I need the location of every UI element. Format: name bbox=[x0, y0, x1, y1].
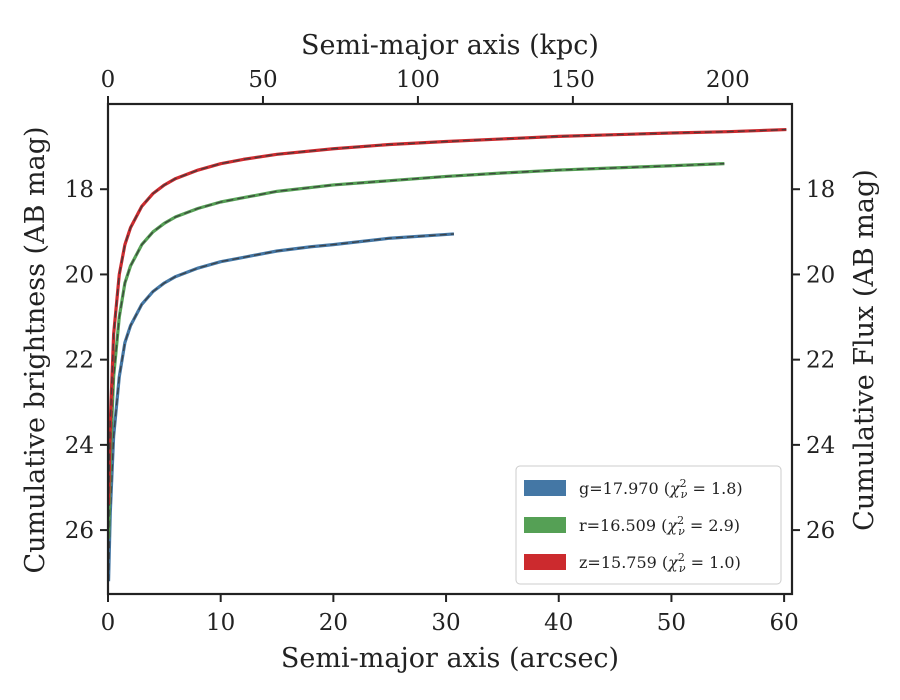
legend-swatch bbox=[524, 480, 566, 496]
legend-swatch bbox=[524, 517, 566, 533]
x-tick-label: 50 bbox=[657, 610, 686, 636]
series-line-model bbox=[107, 233, 454, 582]
x-top-tick-label: 200 bbox=[706, 67, 750, 93]
x-tick-label: 30 bbox=[431, 610, 460, 636]
y-right-axis-title: Cumulative Flux (AB mag) bbox=[849, 169, 880, 531]
x-tick-label: 10 bbox=[206, 610, 235, 636]
x-top-tick-label: 100 bbox=[396, 67, 440, 93]
y-right-tick-label: 26 bbox=[806, 518, 835, 544]
y-right-tick-label: 22 bbox=[806, 348, 835, 374]
series-line bbox=[106, 232, 455, 582]
y-tick-label: 22 bbox=[65, 348, 94, 374]
x-top-tick-label: 50 bbox=[248, 67, 277, 93]
x-tick-label: 20 bbox=[319, 610, 348, 636]
legend-swatch bbox=[524, 554, 566, 570]
series-lines bbox=[106, 127, 787, 582]
y-axis-title: Cumulative brightness (AB mag) bbox=[20, 126, 51, 573]
legend-item: z=15.759 (χ2 ν = 1.0) bbox=[524, 551, 741, 575]
series-line-model bbox=[107, 162, 725, 539]
x-top-tick-label: 0 bbox=[101, 67, 116, 93]
x-top-axis-title: Semi-major axis (kpc) bbox=[301, 30, 599, 61]
y-right-tick-label: 24 bbox=[806, 433, 835, 459]
y-tick-label: 20 bbox=[65, 262, 94, 288]
series-line bbox=[106, 127, 787, 505]
legend-label: g=17.970 (χ2 ν = 1.8) bbox=[579, 477, 743, 501]
axis-ticks: 0 10 20 30 40 50 60 0 50 100 150 200 18 18 20 20 22 22 24 2… bbox=[65, 67, 836, 636]
legend-label: r=16.509 (χ2 ν = 2.9) bbox=[579, 514, 740, 538]
x-top-tick-label: 150 bbox=[551, 67, 595, 93]
legend-item: r=16.509 (χ2 ν = 2.9) bbox=[524, 514, 740, 538]
legend: g=17.970 (χ2 ν = 1.8) r=16.509 (χ2 ν = 2.9… bbox=[515, 465, 782, 585]
series-line-model bbox=[107, 128, 787, 505]
legend-item: g=17.970 (χ2 ν = 1.8) bbox=[524, 477, 743, 501]
y-right-tick-label: 18 bbox=[806, 177, 835, 203]
y-tick-label: 24 bbox=[65, 433, 94, 459]
x-tick-label: 40 bbox=[544, 610, 573, 636]
x-tick-label: 0 bbox=[101, 610, 116, 636]
plot-frame bbox=[106, 102, 794, 596]
legend-label: z=15.759 (χ2 ν = 1.0) bbox=[579, 551, 741, 575]
y-right-tick-label: 20 bbox=[806, 262, 835, 288]
legend-box bbox=[515, 465, 782, 585]
x-axis-title: Semi-major axis (arcsec) bbox=[281, 643, 619, 674]
y-tick-label: 26 bbox=[65, 518, 94, 544]
x-tick-label: 60 bbox=[769, 610, 798, 636]
y-tick-label: 18 bbox=[65, 177, 94, 203]
